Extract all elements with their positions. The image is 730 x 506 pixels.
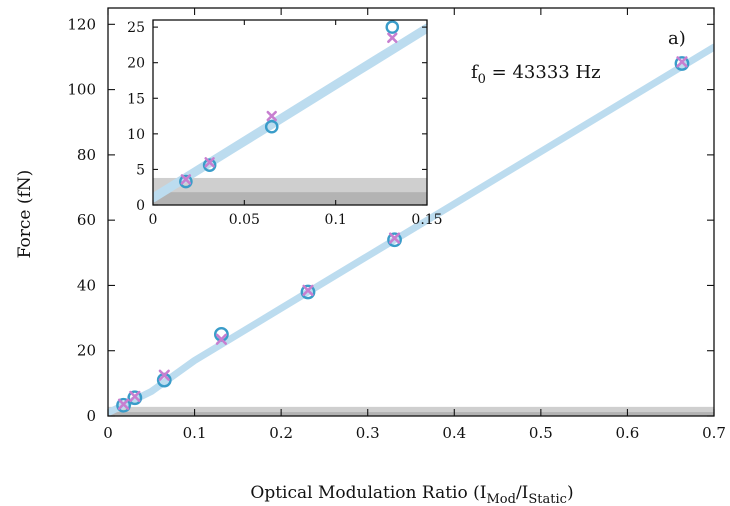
main-y-tick-label: 80	[77, 146, 96, 164]
x-axis-label-mid: /I	[516, 483, 528, 503]
main-x-point	[215, 333, 228, 345]
main-circle-point	[387, 232, 402, 248]
main-y-tick-label: 100	[67, 81, 96, 99]
inset-x-tick-label: 0.15	[411, 212, 442, 228]
main-x-tick-label: 0.7	[702, 424, 726, 442]
inset-y-tick-label: 0	[136, 198, 145, 214]
main-x-point	[676, 56, 688, 68]
inset-circle-point	[179, 174, 193, 189]
frequency-annotation: f0 = 43333 Hz	[471, 62, 601, 87]
x-axis-label-end: )	[567, 483, 574, 503]
inset-y-tick-label: 20	[127, 56, 145, 72]
main-fit-band	[108, 43, 714, 416]
inset-fit-band	[153, 23, 427, 203]
frequency-annotation-rest: = 43333 Hz	[486, 62, 601, 83]
main-x-tick-label: 0.6	[615, 424, 639, 442]
main-x-tick-label: 0.5	[529, 424, 553, 442]
main-x-tick-label: 0.3	[356, 424, 380, 442]
frequency-annotation-sub: 0	[478, 72, 486, 87]
inset-frame	[152, 19, 428, 206]
inset-x-point	[266, 110, 277, 122]
inset-y-tick-label: 25	[127, 20, 145, 36]
main-y-tick-label: 40	[77, 276, 96, 294]
x-axis-label-base: Optical Modulation Ratio (I	[250, 483, 486, 503]
inset-plot-area	[153, 20, 427, 205]
main-x-tick-label: 0.1	[183, 424, 207, 442]
inset-y-tick-label: 15	[127, 91, 145, 107]
panel-label: a)	[668, 28, 686, 49]
inset-plot: 0 0.05 0.1 0.15 0 5 10 15 20 25	[127, 19, 443, 228]
main-x-tick-label: 0	[103, 424, 113, 442]
inset-circle-point	[385, 20, 400, 34]
inset-x-point	[180, 174, 192, 185]
inset-circle-point	[264, 119, 279, 134]
main-circle-point	[116, 397, 131, 413]
main-y-tick-label: 120	[67, 15, 96, 33]
inset-x-tick-label: 0.05	[229, 212, 260, 228]
main-x-point	[129, 390, 141, 403]
inset-circle-point	[202, 158, 217, 172]
main-y-tick-label: 0	[86, 407, 96, 425]
inset-x-tick-label: 0.1	[325, 212, 347, 228]
main-circle-point	[674, 56, 690, 71]
frequency-annotation-base: f	[471, 62, 479, 83]
x-axis-label-sub1: Mod	[486, 492, 515, 506]
inset-x-point	[204, 157, 215, 168]
main-x-point	[117, 398, 130, 410]
inset-x-tick-label: 0	[149, 212, 158, 228]
inset-noise-floor-dark	[153, 192, 427, 205]
main-x-tick-label: 0.2	[269, 424, 293, 442]
main-x-point	[158, 369, 170, 381]
main-y-tick-label: 60	[77, 211, 96, 229]
inset-y-tick-label: 10	[127, 127, 145, 143]
main-circle-point	[300, 284, 316, 300]
main-x-point	[302, 284, 314, 296]
inset-x-point	[387, 32, 398, 44]
main-y-tick-label: 20	[77, 342, 96, 360]
main-x-point	[388, 232, 401, 244]
inset-y-tick-label: 5	[136, 162, 145, 178]
x-axis-label: Optical Modulation Ratio (IMod/IStatic)	[250, 483, 573, 506]
main-noise-floor	[108, 406, 714, 416]
main-circle-point	[127, 390, 143, 406]
main-x-tick-label: 0.4	[442, 424, 466, 442]
main-frame	[107, 7, 715, 417]
main-noise-floor-dark	[108, 412, 714, 416]
y-axis-label: Force (fN)	[15, 170, 35, 259]
x-axis-label-sub2: Static	[528, 492, 567, 506]
